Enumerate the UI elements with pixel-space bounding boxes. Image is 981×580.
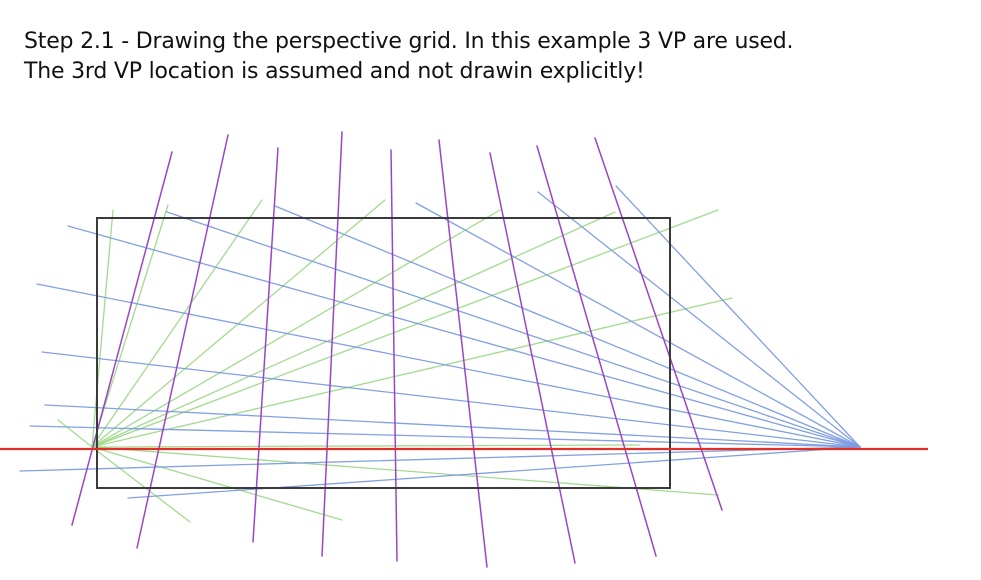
left-vp-line [91,211,616,448]
left-vp-green-lines [57,199,733,523]
right-vp-line [615,185,861,448]
vertical-line [536,145,657,557]
vertical-line [252,147,279,543]
right-vp-line [127,446,861,499]
right-vp-line [537,191,861,448]
left-vp-line [57,419,93,448]
left-vp-line [91,209,501,448]
vertical-line [321,131,343,557]
right-vp-line [44,404,861,448]
right-vp-line [29,425,861,448]
vertical-line [489,152,576,564]
left-vp-line [91,446,191,523]
vertical-line [438,139,488,568]
vertical-line [136,134,229,549]
right-vp-line [415,202,861,448]
vertical-line [71,151,173,526]
caption-line-2: The 3rd VP location is assumed and not d… [24,59,645,84]
step-caption: Step 2.1 - Drawing the perspective grid.… [24,27,964,87]
left-vp-line [91,199,263,448]
right-vp-line [67,225,861,448]
right-vp-line [36,283,861,448]
right-vp-blue-lines [19,185,861,499]
left-vp-line [91,209,719,448]
right-vp-line [274,205,861,448]
picture-frame-rectangle [96,217,671,489]
caption-line-1: Step 2.1 - Drawing the perspective grid.… [24,29,794,54]
left-vp-line [91,204,169,448]
left-vp-line [91,446,343,521]
right-vp-line [41,351,861,448]
right-vp-line [19,446,861,472]
right-vp-line [166,211,861,448]
left-vp-line [91,444,641,448]
left-vp-line [91,297,733,448]
